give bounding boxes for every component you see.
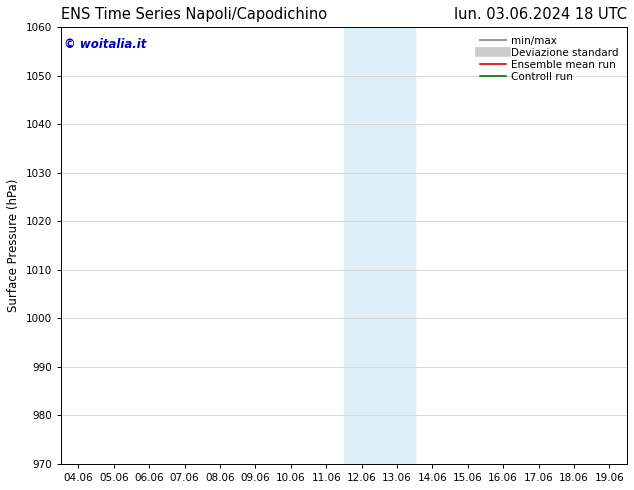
Bar (379, 27, 415, 464)
Text: lun. 03.06.2024 18 UTC: lun. 03.06.2024 18 UTC (454, 7, 627, 22)
Text: ENS Time Series Napoli/Capodichino: ENS Time Series Napoli/Capodichino (61, 7, 327, 22)
Legend: min/max, Deviazione standard, Ensemble mean run, Controll run: min/max, Deviazione standard, Ensemble m… (477, 32, 622, 85)
Bar (344, 27, 379, 464)
Bar (627, 27, 634, 464)
Y-axis label: Surface Pressure (hPa): Surface Pressure (hPa) (7, 179, 20, 312)
Text: © woitalia.it: © woitalia.it (63, 38, 146, 51)
